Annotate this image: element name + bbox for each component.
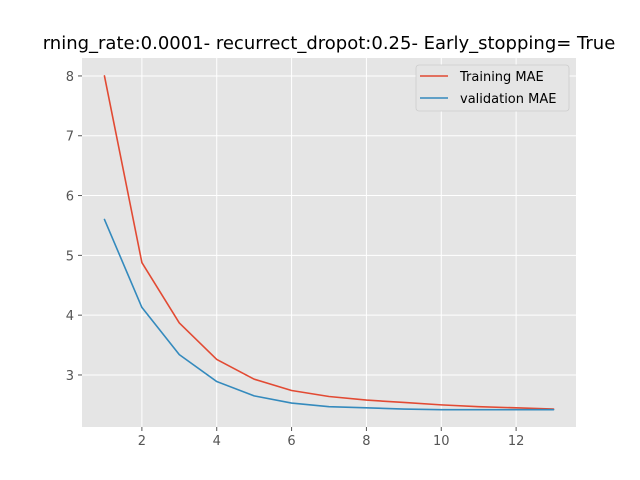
series-line-training-mae xyxy=(103,75,555,410)
y-tick-label: 5 xyxy=(66,249,74,264)
legend-label-validation: validation MAE xyxy=(460,92,556,107)
legend-label-training: Training MAE xyxy=(459,70,544,85)
series-lines xyxy=(103,75,555,411)
y-tick-label: 6 xyxy=(66,190,74,205)
chart-title: rning_rate:0.0001- recurrect_dropot:0.25… xyxy=(43,33,616,54)
y-tick-label: 7 xyxy=(66,130,74,145)
x-axis-ticks: 2 4 6 8 10 12 xyxy=(138,427,525,449)
x-tick-label: 4 xyxy=(213,434,221,449)
y-axis-ticks: 3 4 5 6 7 8 xyxy=(66,70,82,384)
y-tick-label: 4 xyxy=(66,309,74,324)
x-tick-label: 10 xyxy=(433,434,450,449)
grid-lines xyxy=(82,58,576,427)
x-tick-label: 8 xyxy=(362,434,370,449)
y-tick-label: 3 xyxy=(66,369,74,384)
y-tick-label: 8 xyxy=(66,70,74,85)
x-tick-label: 12 xyxy=(508,434,525,449)
series-line-validation-mae xyxy=(103,218,555,411)
legend-box xyxy=(415,64,570,112)
legend: Training MAE validation MAE xyxy=(415,64,570,112)
plot-background xyxy=(82,58,576,427)
x-tick-label: 2 xyxy=(138,434,146,449)
x-tick-label: 6 xyxy=(287,434,295,449)
